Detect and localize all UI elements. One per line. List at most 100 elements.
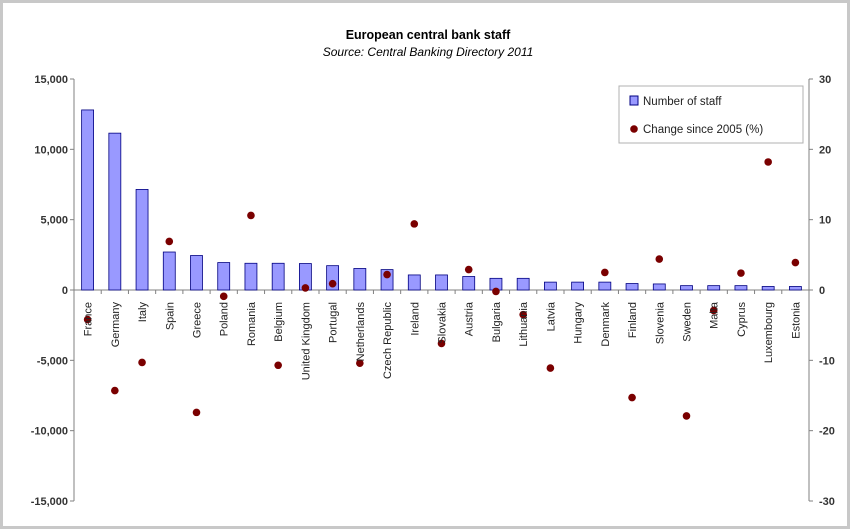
scatter-point — [247, 211, 255, 220]
scatter-point — [601, 268, 609, 277]
bar — [652, 283, 666, 291]
bar — [435, 274, 448, 291]
category-label: Bulgaria — [491, 301, 503, 342]
legend-entry-staff: Number of staff — [643, 96, 722, 108]
right-tick-label: 30 — [819, 74, 831, 86]
bar — [407, 274, 421, 291]
category-label: Finland — [627, 302, 639, 338]
category-labels: France Germany Italy Spain Greece Poland Roman… — [83, 301, 803, 380]
category-label: Denmark — [600, 302, 612, 347]
scatter-point — [383, 270, 391, 279]
category-label: Germany — [110, 302, 122, 348]
bar — [707, 285, 721, 291]
left-tick-label: -5,000 — [37, 355, 68, 367]
bar — [81, 109, 95, 291]
bar — [625, 283, 639, 291]
scatter-point — [111, 386, 119, 395]
scatter-point — [709, 306, 718, 315]
right-tick-label: -20 — [819, 426, 835, 438]
scatter-point — [764, 158, 772, 166]
category-label: Czech Republic — [382, 302, 394, 380]
scatter-point — [628, 393, 636, 402]
category-label: Cyprus — [736, 302, 748, 337]
bar — [516, 277, 530, 291]
scatter-point — [328, 279, 337, 288]
bar — [680, 285, 693, 291]
scatter-series — [83, 158, 800, 420]
scatter-point — [546, 364, 555, 372]
category-label: Poland — [219, 302, 231, 336]
bar — [108, 132, 122, 291]
chart-subtitle: Source: Central Banking Directory 2011 — [323, 45, 534, 59]
category-label: Estonia — [790, 301, 802, 339]
left-tick-label: 10,000 — [34, 144, 68, 156]
left-tick-label: 15,000 — [34, 74, 68, 86]
bar — [326, 265, 340, 291]
scatter-point — [301, 284, 310, 292]
category-label: Latvia — [545, 301, 557, 331]
bar — [190, 255, 203, 291]
legend-entry-change: Change since 2005 (%) — [643, 124, 763, 136]
bar-series — [81, 109, 802, 291]
scatter-point — [219, 292, 228, 301]
scatter-point — [791, 258, 800, 267]
legend-box — [618, 85, 804, 144]
category-label: Luxembourg — [763, 302, 775, 363]
bar — [598, 281, 612, 291]
legend-marker-swatch — [630, 125, 638, 133]
scatter-point — [356, 359, 364, 367]
category-label: Netherlands — [355, 302, 367, 362]
right-tick-label: 10 — [819, 215, 831, 227]
category-label: France — [83, 302, 95, 336]
category-label: Slovenia — [654, 301, 666, 344]
bar — [462, 276, 476, 291]
category-label: Belgium — [273, 302, 285, 342]
scatter-point — [682, 412, 691, 420]
bar — [380, 269, 394, 291]
scatter-point — [464, 265, 473, 274]
category-label: Sweden — [682, 302, 694, 342]
legend-bar-swatch — [629, 95, 639, 106]
scatter-point — [437, 339, 446, 348]
scatter-point — [410, 220, 419, 228]
scatter-point — [655, 255, 664, 263]
category-label: Ireland — [409, 302, 421, 336]
bar — [135, 189, 149, 291]
right-tick-label: -30 — [819, 496, 835, 508]
scatter-point — [492, 287, 500, 296]
bar — [217, 262, 231, 291]
bar — [544, 281, 557, 291]
bar — [734, 285, 748, 291]
bar — [789, 286, 802, 291]
right-tick-label: 0 — [819, 285, 825, 297]
bar — [244, 262, 258, 291]
scatter-point — [737, 269, 745, 277]
category-label: Italy — [137, 302, 149, 323]
category-label: Slovakia — [437, 301, 449, 343]
bar — [271, 262, 285, 291]
left-tick-label: -15,000 — [31, 496, 68, 508]
combo-chart: European central bank staff Source: Cent… — [31, 28, 835, 508]
bar — [571, 281, 584, 291]
scatter-point — [192, 408, 201, 417]
category-label: Romania — [246, 301, 258, 346]
category-label: United Kingdom — [300, 302, 312, 380]
right-tick-label: -10 — [819, 355, 835, 367]
category-label: Spain — [164, 302, 176, 330]
scatter-point — [165, 237, 174, 246]
category-label: Hungary — [573, 302, 585, 344]
left-tick-label: 5,000 — [40, 215, 68, 227]
bar — [761, 286, 775, 291]
left-tick-label: 0 — [62, 285, 68, 297]
scatter-point — [519, 310, 527, 319]
right-tick-label: 20 — [819, 144, 831, 156]
category-label: Portugal — [328, 302, 340, 343]
chart-title: European central bank staff — [346, 28, 511, 42]
legend: Number of staff Change since 2005 (%) — [618, 85, 804, 144]
bar — [353, 268, 367, 291]
category-label: Lithuania — [518, 301, 530, 347]
category-label: Malta — [709, 301, 721, 329]
left-tick-label: -10,000 — [31, 426, 68, 438]
category-label: Austria — [464, 301, 476, 336]
